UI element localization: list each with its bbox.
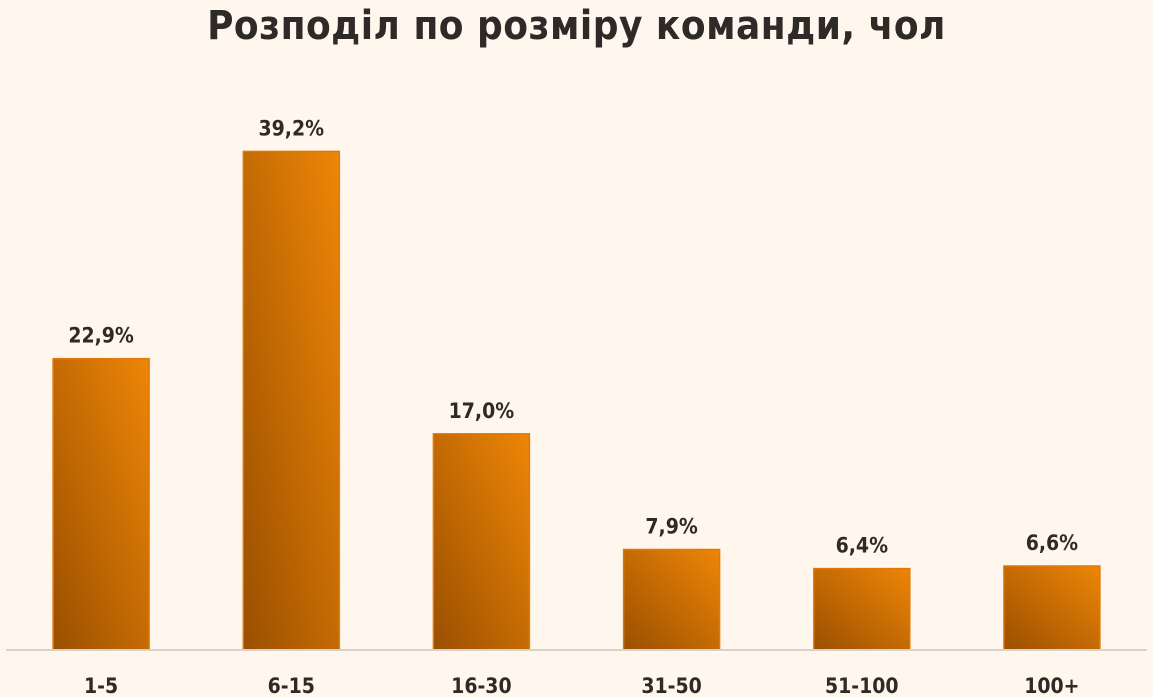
value-label-31-50: 7,9% [645, 515, 697, 539]
bar-51-100 [813, 567, 911, 651]
bar-31-50 [622, 548, 721, 651]
bar-6-15 [242, 150, 341, 651]
value-label-100+: 6,6% [1026, 531, 1078, 555]
bar-16-30 [432, 433, 531, 651]
bars-layer [52, 150, 1101, 651]
x-axis-ticks-layer: 1-5 6-15 16-30 31-50 51-100 100+ [84, 674, 1080, 697]
x-tick-label-1-5: 1-5 [84, 674, 118, 697]
chart-title: Розподіл по розміру команди, чол [207, 3, 946, 49]
bar-1-5 [52, 357, 150, 651]
x-tick-label-16-30: 16-30 [451, 674, 511, 697]
value-label-16-30: 17,0% [449, 399, 515, 423]
x-tick-label-51-100: 51-100 [825, 674, 899, 697]
value-label-1-5: 22,9% [68, 324, 134, 348]
x-tick-label-6-15: 6-15 [268, 674, 315, 697]
value-labels-layer: 22,9% 39,2% 17,0% 7,9% 6,4% 6,6% [68, 116, 1078, 557]
bar-100+ [1003, 565, 1101, 651]
value-label-6-15: 39,2% [259, 116, 325, 140]
x-tick-label-100+: 100+ [1024, 674, 1079, 697]
x-tick-label-31-50: 31-50 [641, 674, 701, 697]
value-label-51-100: 6,4% [836, 534, 888, 558]
